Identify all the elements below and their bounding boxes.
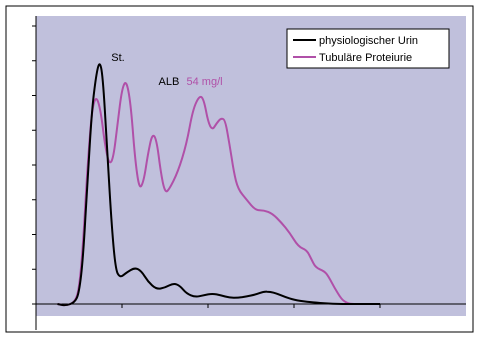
series-layer [57,63,380,307]
legend-box [286,28,450,69]
annotation-label: ALB [159,76,180,88]
annotation-label: St. [111,52,124,64]
legend: physiologischer Urin Tubuläre Proteiurie [286,28,450,69]
series-line-physiologischer-urin [57,63,380,307]
x-ticks [35,304,381,308]
legend-label-tubulare-proteiurie: Tubuläre Proteiurie [319,52,412,64]
legend-label-physiologischer-urin: physiologischer Urin [319,35,418,47]
series-line-tubul-re-proteiurie [57,82,359,307]
annotation-label: 54 mg/l [187,76,223,88]
annotation-layer: St. ALB 54 mg/l [111,52,222,88]
y-ticks [32,25,36,305]
